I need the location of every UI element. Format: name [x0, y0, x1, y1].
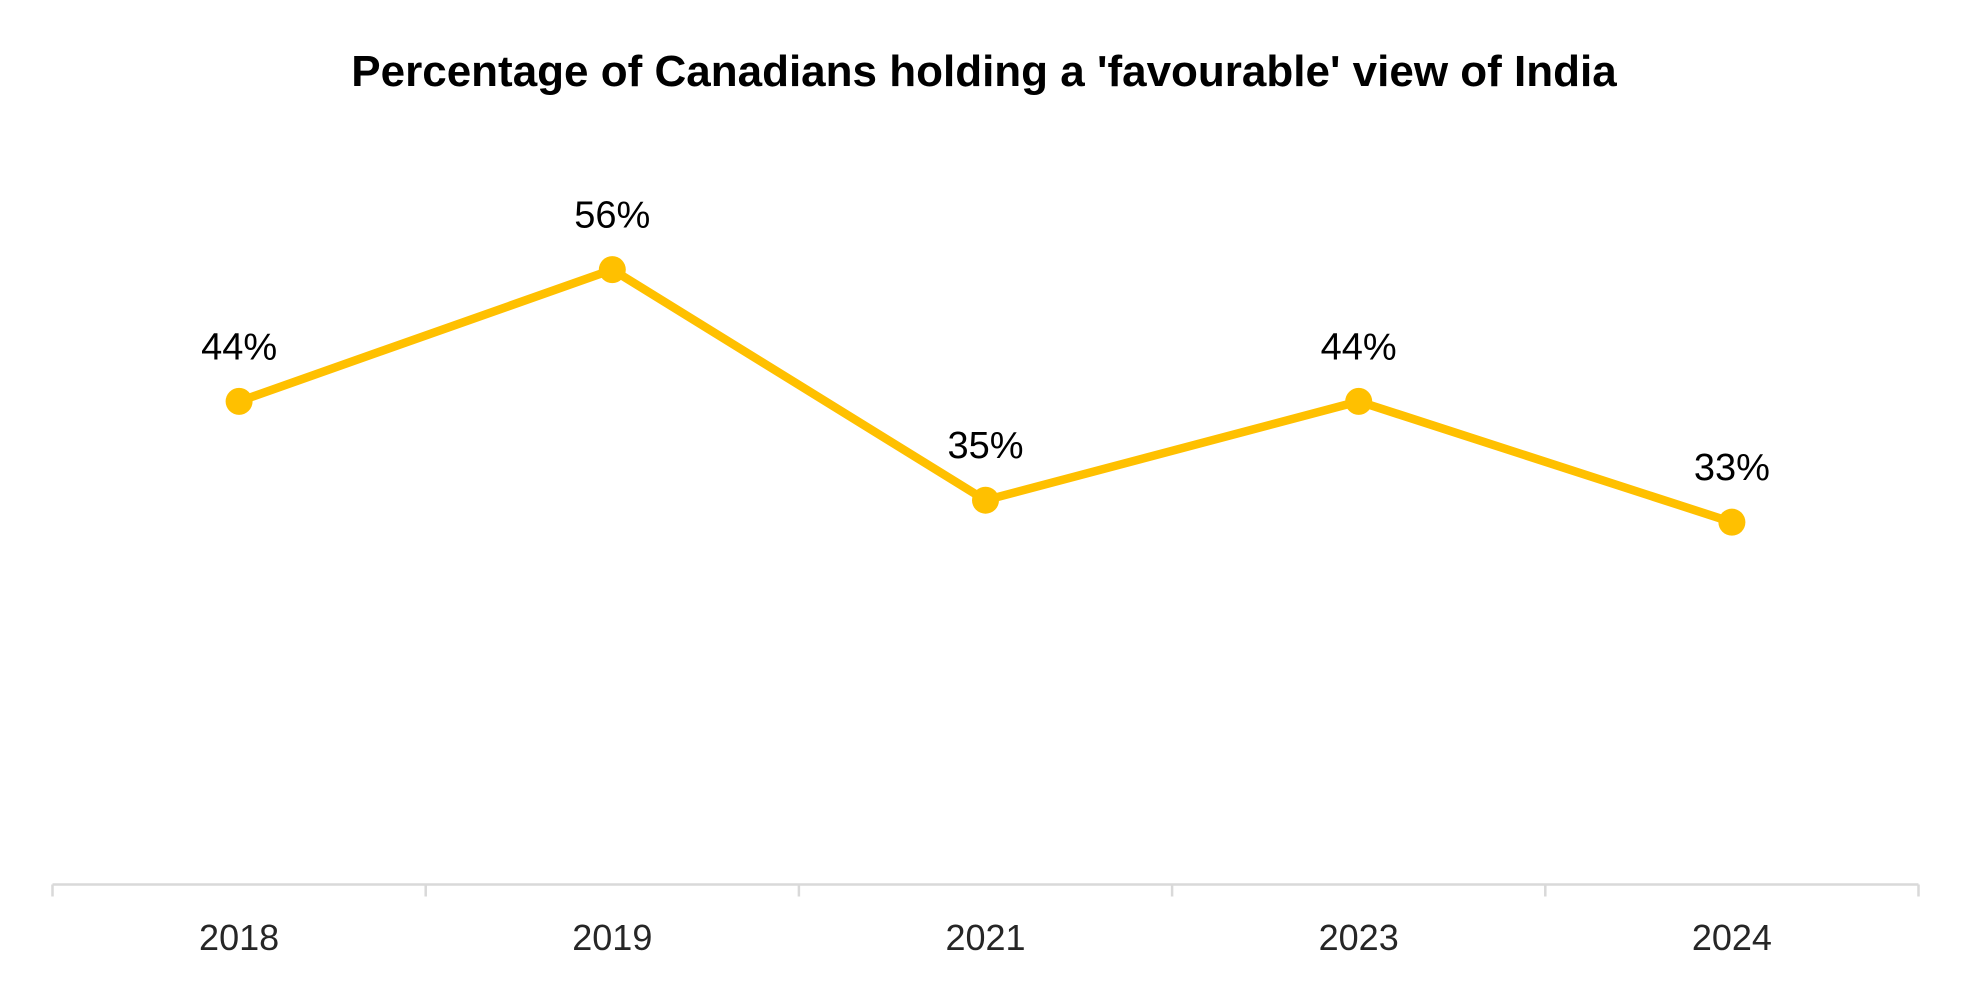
data-point-label: 33%: [1694, 447, 1770, 489]
data-point-label: 35%: [947, 425, 1023, 467]
series-line: [234, 265, 1737, 527]
x-axis-label: 2023: [1319, 917, 1399, 958]
data-point-label: 56%: [574, 195, 650, 237]
data-point-label: 44%: [1321, 326, 1397, 368]
line-series: 44% 56% 35% 44% 33%: [201, 195, 1770, 536]
data-point-marker: [972, 486, 999, 514]
x-axis-label: 2019: [572, 917, 652, 958]
data-point-marker: [598, 256, 626, 284]
x-axis-label: 2021: [945, 917, 1025, 958]
data-point-label: 44%: [201, 326, 277, 368]
chart-title: Percentage of Canadians holding a 'favou…: [351, 47, 1617, 96]
x-axis: 2018 2019 2021 2023 2024: [51, 883, 1920, 958]
x-axis-label: 2018: [199, 917, 279, 958]
x-axis-label: 2024: [1692, 917, 1772, 958]
data-point-marker: [1345, 387, 1373, 415]
data-point-marker: [1718, 508, 1746, 536]
data-point-marker: [225, 387, 253, 415]
